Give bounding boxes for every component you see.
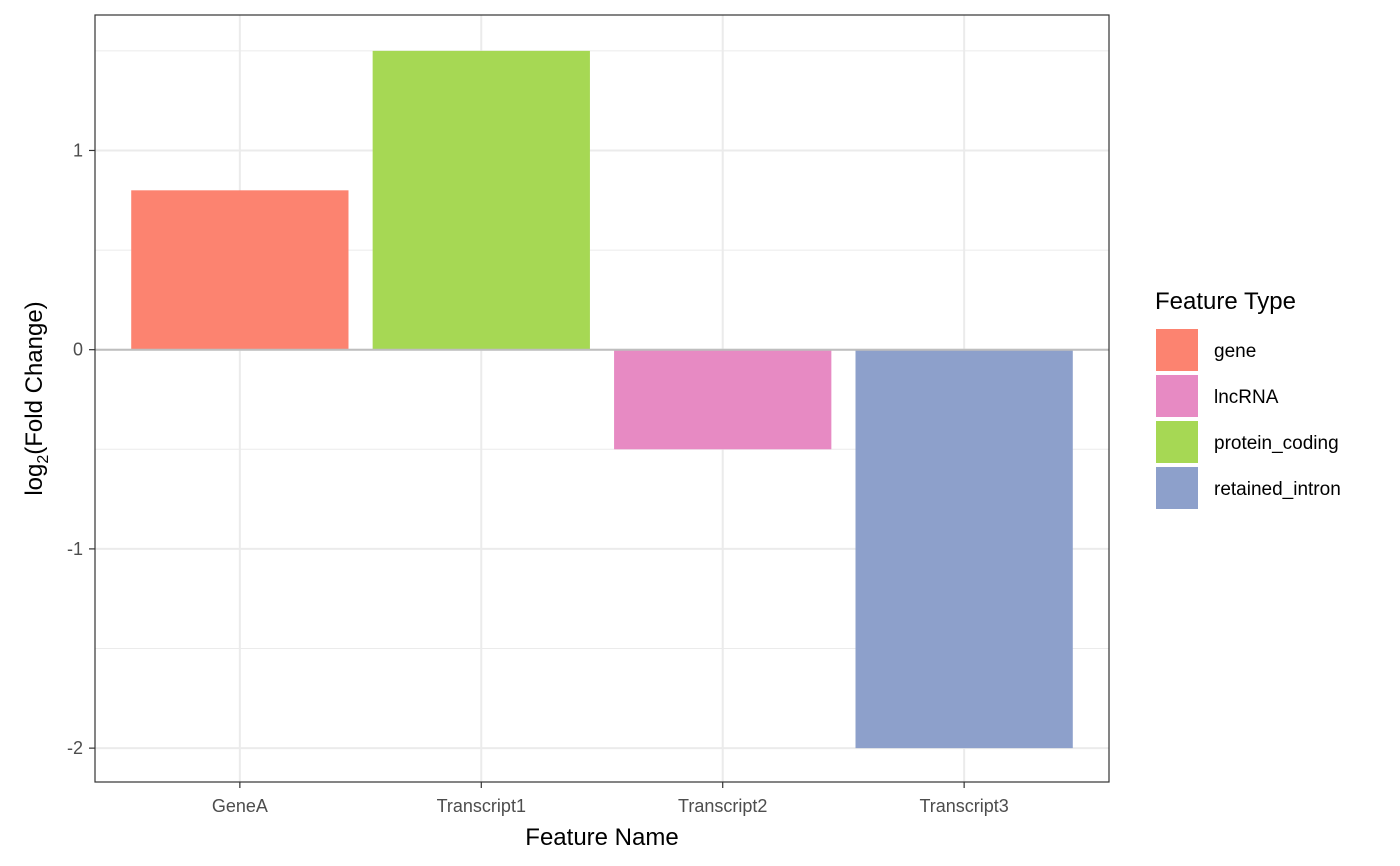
y-tick-label: 1 <box>73 140 83 160</box>
x-tick-label: Transcript2 <box>678 796 767 816</box>
legend-label: protein_coding <box>1214 433 1339 454</box>
x-axis-title: Feature Name <box>525 824 678 851</box>
x-tick-label: Transcript3 <box>919 796 1008 816</box>
y-tick-label: 0 <box>73 340 83 360</box>
legend-label: gene <box>1214 341 1256 362</box>
y-axis-title: log2(Fold Change) <box>21 301 52 495</box>
y-axis-title-main: log <box>21 464 48 496</box>
bar-genea <box>131 190 349 350</box>
legend-label: lncRNA <box>1214 387 1279 408</box>
x-axis: GeneA Transcript1 Transcript2 Transcript3 <box>212 782 1009 816</box>
y-axis: -2 -1 0 1 <box>67 140 95 758</box>
bar-transcript3 <box>855 349 1073 749</box>
legend-key-protein-coding <box>1156 421 1198 463</box>
y-tick-label: -2 <box>67 738 83 758</box>
legend-key-lncrna <box>1156 375 1198 417</box>
y-axis-title-rest: (Fold Change) <box>21 301 48 454</box>
panel-border <box>94 14 1110 783</box>
legend-key-retained-intron <box>1156 467 1198 509</box>
y-tick-label: -1 <box>67 539 83 559</box>
legend-key-gene <box>1156 329 1198 371</box>
y-axis-title-subscript: 2 <box>35 455 52 464</box>
legend: gene lncRNA protein_coding retained_intron <box>1156 329 1341 509</box>
bar-transcript1 <box>372 50 590 350</box>
bar-transcript2 <box>614 349 832 450</box>
legend-title: Feature Type <box>1155 288 1296 315</box>
bar-layer <box>131 50 1073 749</box>
legend-label: retained_intron <box>1214 479 1341 500</box>
x-tick-label: Transcript1 <box>437 796 526 816</box>
x-tick-label: GeneA <box>212 796 268 816</box>
